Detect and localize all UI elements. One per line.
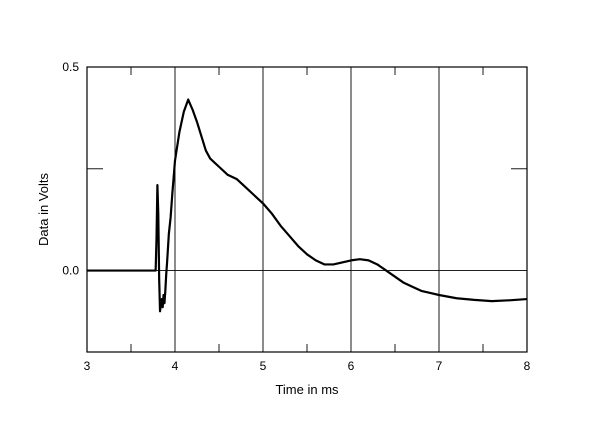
tick-labels: 3 4 5 6 7 8 0.5 0.0 xyxy=(62,60,530,373)
x-tick-label: 5 xyxy=(260,359,267,373)
series-line xyxy=(87,98,528,313)
grid-lines xyxy=(87,67,527,352)
y-axis-label: Data in Volts xyxy=(36,173,51,246)
x-tick-label: 7 xyxy=(436,359,443,373)
x-tick-label: 8 xyxy=(524,359,531,373)
x-tick-label: 3 xyxy=(84,359,91,373)
y-tick-label: 0.0 xyxy=(62,264,79,278)
tick-marks xyxy=(87,67,527,352)
x-axis-label: Time in ms xyxy=(275,382,339,397)
plot-frame xyxy=(86,66,528,353)
x-tick-label: 6 xyxy=(348,359,355,373)
y-tick-label: 0.5 xyxy=(62,60,79,74)
x-tick-label: 4 xyxy=(172,359,179,373)
data-series xyxy=(87,98,528,313)
